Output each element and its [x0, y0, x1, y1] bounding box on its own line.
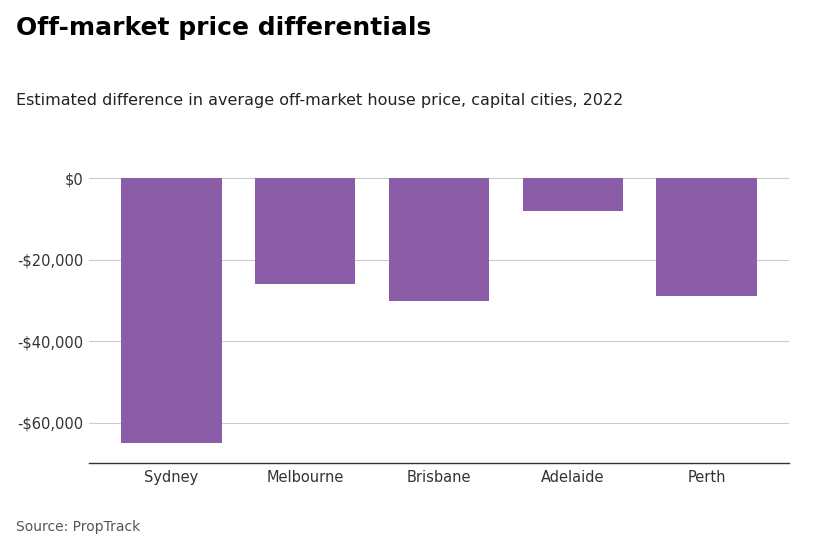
Text: Estimated difference in average off-market house price, capital cities, 2022: Estimated difference in average off-mark… [16, 93, 624, 108]
Bar [389, 178, 489, 300]
Bar [121, 178, 222, 443]
Text: Source: PropTrack: Source: PropTrack [16, 520, 141, 534]
Bar [255, 178, 355, 284]
Bar [523, 178, 623, 211]
Bar [656, 178, 757, 296]
Text: Off-market price differentials: Off-market price differentials [16, 16, 432, 40]
